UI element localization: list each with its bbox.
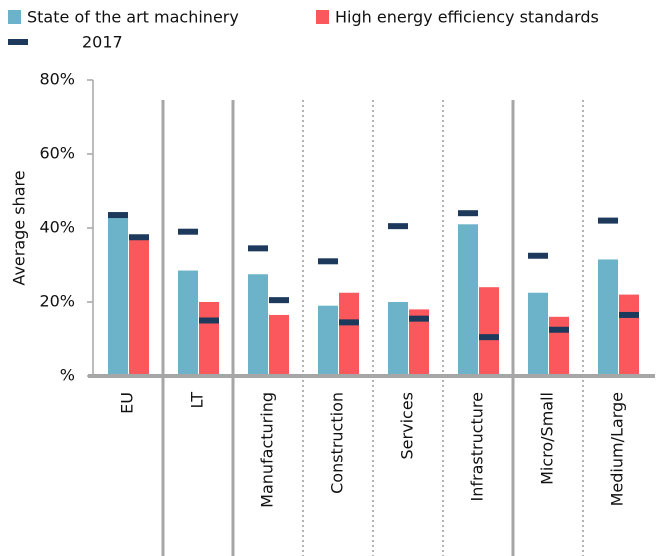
bar [129, 239, 149, 376]
x-tick-label: Manufacturing [258, 392, 277, 508]
marker-2017 [598, 217, 618, 224]
x-tick-label: Infrastructure [468, 392, 487, 501]
y-tick-label: 40% [39, 218, 75, 237]
y-tick-label: % [60, 366, 75, 385]
marker-2017 [458, 210, 478, 217]
bar [458, 224, 478, 376]
bar [318, 305, 338, 376]
legend-label: High energy efficiency standards [335, 8, 599, 27]
y-tick-label: 80% [39, 70, 75, 89]
bar [199, 302, 219, 376]
legend-swatch [8, 10, 21, 24]
bar [619, 294, 639, 376]
legend-swatch [8, 39, 28, 45]
y-tick-label: 60% [39, 144, 75, 163]
marker-2017 [619, 311, 639, 318]
bar [248, 274, 268, 376]
y-tick-label: 20% [39, 292, 75, 311]
x-tick-label: Micro/Small [538, 392, 557, 485]
legend-swatch [316, 10, 329, 24]
legend-label: State of the art machinery [27, 8, 239, 27]
x-tick-label: Medium/Large [608, 392, 627, 506]
x-tick-label: Construction [328, 392, 347, 494]
marker-2017 [248, 245, 268, 252]
bar [549, 316, 569, 376]
marker-2017 [549, 326, 569, 333]
bar [528, 292, 548, 376]
marker-2017 [178, 228, 198, 235]
bar [388, 302, 408, 376]
bar [479, 287, 499, 376]
marker-2017 [108, 212, 128, 219]
bar [598, 259, 618, 376]
marker-2017 [318, 258, 338, 265]
bar [339, 292, 359, 376]
marker-2017 [479, 334, 499, 341]
marker-2017 [528, 252, 548, 259]
x-tick-label: EU [118, 392, 137, 414]
bar [108, 216, 128, 376]
marker-2017 [129, 234, 149, 241]
bar [178, 270, 198, 376]
legend-label: 2017 [82, 33, 123, 52]
marker-2017 [388, 223, 408, 230]
x-tick-label: Services [398, 392, 417, 459]
y-axis-label: Average share [10, 170, 29, 285]
marker-2017 [199, 317, 219, 324]
x-tick-label: LT [188, 392, 207, 409]
bar [269, 314, 289, 376]
marker-2017 [339, 319, 359, 326]
marker-2017 [269, 297, 289, 304]
bar [409, 309, 429, 376]
marker-2017 [409, 315, 429, 322]
